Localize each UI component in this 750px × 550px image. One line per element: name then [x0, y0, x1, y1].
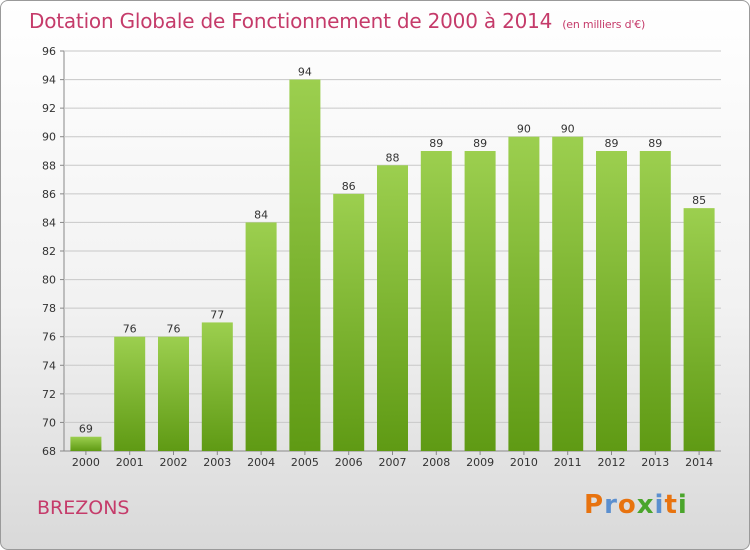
x-tick-label: 2004: [247, 456, 275, 469]
bar-2009: [464, 151, 496, 451]
logo-letter: P: [584, 490, 605, 520]
bar-value-label: 90: [517, 123, 531, 136]
logo-letter: t: [664, 490, 678, 520]
bar-value-label: 69: [79, 423, 93, 436]
x-tick-label: 2010: [510, 456, 538, 469]
bar-2003: [201, 322, 233, 451]
logo-letter: x: [636, 490, 655, 520]
logo-letter: r: [604, 490, 618, 520]
y-tick-label: 76: [42, 331, 56, 344]
bar-2013: [639, 151, 671, 451]
x-tick-label: 2000: [72, 456, 100, 469]
bar-value-label: 94: [298, 66, 312, 79]
y-tick-label: 78: [42, 302, 56, 315]
x-tick-label: 2001: [116, 456, 144, 469]
bar-value-label: 89: [429, 137, 443, 150]
x-tick-label: 2008: [422, 456, 450, 469]
bar-value-label: 76: [167, 323, 181, 336]
y-tick-label: 92: [42, 102, 56, 115]
bar-value-label: 90: [561, 123, 575, 136]
logo-letter: o: [617, 490, 637, 520]
proxiti-logo: Proxiti: [584, 490, 688, 522]
bar-value-label: 76: [123, 323, 137, 336]
bar-value-label: 77: [210, 308, 224, 321]
logo-letter: i: [654, 490, 665, 520]
x-tick-label: 2006: [335, 456, 363, 469]
y-tick-label: 90: [42, 131, 56, 144]
y-tick-label: 68: [42, 445, 56, 458]
y-tick-label: 80: [42, 274, 56, 287]
x-tick-label: 2007: [379, 456, 407, 469]
chart-title: Dotation Globale de Fonctionnement de 20…: [29, 9, 645, 33]
chart-title-text: Dotation Globale de Fonctionnement de 20…: [29, 9, 553, 33]
x-tick-label: 2012: [598, 456, 626, 469]
chart-subtitle: (en milliers d'€): [562, 18, 646, 31]
x-tick-label: 2011: [554, 456, 582, 469]
bar-2014: [683, 208, 715, 451]
commune-name: BREZONS: [37, 497, 130, 519]
x-tick-label: 2005: [291, 456, 319, 469]
y-tick-label: 86: [42, 188, 56, 201]
bar-value-label: 85: [692, 194, 706, 207]
x-tick-label: 2003: [203, 456, 231, 469]
bar-2007: [377, 165, 408, 452]
bar-2012: [596, 151, 627, 451]
x-tick-label: 2009: [466, 456, 494, 469]
bar-2001: [114, 336, 146, 451]
bar-2011: [552, 136, 584, 451]
bar-2004: [245, 222, 277, 451]
bar-2008: [420, 151, 452, 451]
y-tick-label: 94: [42, 74, 56, 87]
x-tick-label: 2002: [160, 456, 188, 469]
y-tick-label: 82: [42, 245, 56, 258]
bar-2000: [70, 436, 102, 451]
y-tick-label: 88: [42, 159, 56, 172]
y-tick-label: 72: [42, 388, 56, 401]
bar-value-label: 84: [254, 208, 268, 221]
bar-value-label: 88: [386, 151, 400, 164]
bar-2005: [289, 79, 321, 452]
y-tick-label: 96: [42, 45, 56, 58]
logo-letter: i: [677, 490, 688, 520]
bar-value-label: 86: [342, 180, 356, 193]
bar-2010: [508, 136, 540, 451]
bar-value-label: 89: [473, 137, 487, 150]
y-tick-label: 74: [42, 359, 56, 372]
bar-2006: [333, 193, 365, 451]
y-tick-label: 70: [42, 416, 56, 429]
bar-value-label: 89: [605, 137, 619, 150]
y-tick-label: 84: [42, 216, 56, 229]
x-tick-label: 2013: [641, 456, 669, 469]
bar-value-label: 89: [648, 137, 662, 150]
x-tick-label: 2014: [685, 456, 713, 469]
bar-2002: [158, 336, 189, 451]
